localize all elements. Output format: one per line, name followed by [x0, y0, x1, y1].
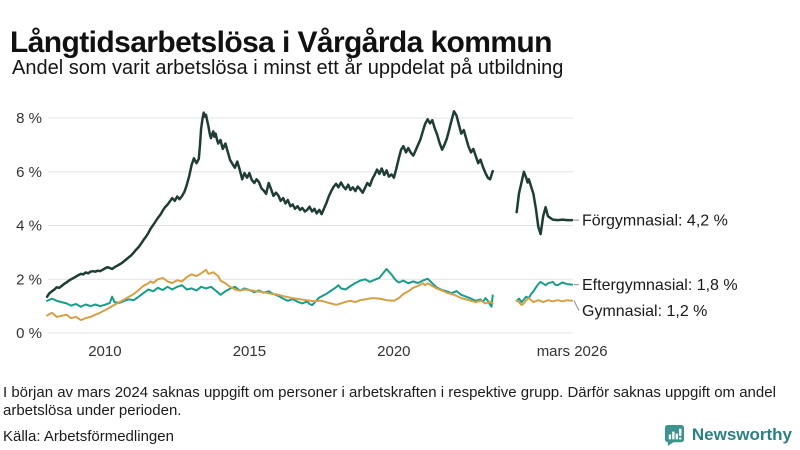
- newsworthy-chart-bubble-icon: [664, 424, 684, 447]
- x-axis-tick-label: 2015: [233, 343, 266, 360]
- series-line-forgymnasial: [515, 170, 574, 236]
- chart-footnote: I början av mars 2024 saknas uppgift om …: [3, 384, 776, 420]
- y-axis-tick-label: 2 %: [16, 271, 42, 288]
- series-line-gymnasial: [515, 297, 574, 307]
- x-axis-tick-label: 2020: [377, 343, 410, 360]
- y-axis-tick-label: 6 %: [16, 164, 42, 181]
- series-line-eftergymnasial: [515, 280, 574, 304]
- page-title: Långtidsarbetslösa i Vårgårda kommun: [10, 26, 552, 60]
- brand-name: Newsworthy: [691, 425, 792, 444]
- x-axis-tick-label: mars 2026: [537, 343, 608, 360]
- series-label-connector-gymnasial: [573, 300, 580, 311]
- series-end-label-gymnasial: Gymnasial: 1,2 %: [582, 303, 707, 320]
- y-axis-tick-label: 4 %: [16, 218, 42, 235]
- line-chart: 0 % 2 % 4 % 6 % 8 % 2010 2015 2020 mars 2026 Förg…: [16, 110, 738, 360]
- chart-subtitle: Andel som varit arbetslösa i minst ett å…: [12, 57, 564, 79]
- series-line-eftergymnasial: [46, 268, 494, 308]
- series-line-gymnasial: [46, 268, 494, 322]
- source-label: Källa: Arbetsförmedlingen: [3, 428, 174, 445]
- series-line-forgymnasial: [45, 110, 494, 298]
- x-axis-tick-label: 2010: [88, 343, 121, 360]
- y-axis-tick-label: 8 %: [16, 110, 42, 127]
- series-end-label-eftergymnasial: Eftergymnasial: 1,8 %: [582, 277, 738, 294]
- series-end-label-forgymnasial: Förgymnasial: 4,2 %: [582, 213, 728, 230]
- y-axis-tick-label: 0 %: [16, 325, 42, 342]
- newsworthy-brand[interactable]: Newsworthy: [663, 423, 792, 447]
